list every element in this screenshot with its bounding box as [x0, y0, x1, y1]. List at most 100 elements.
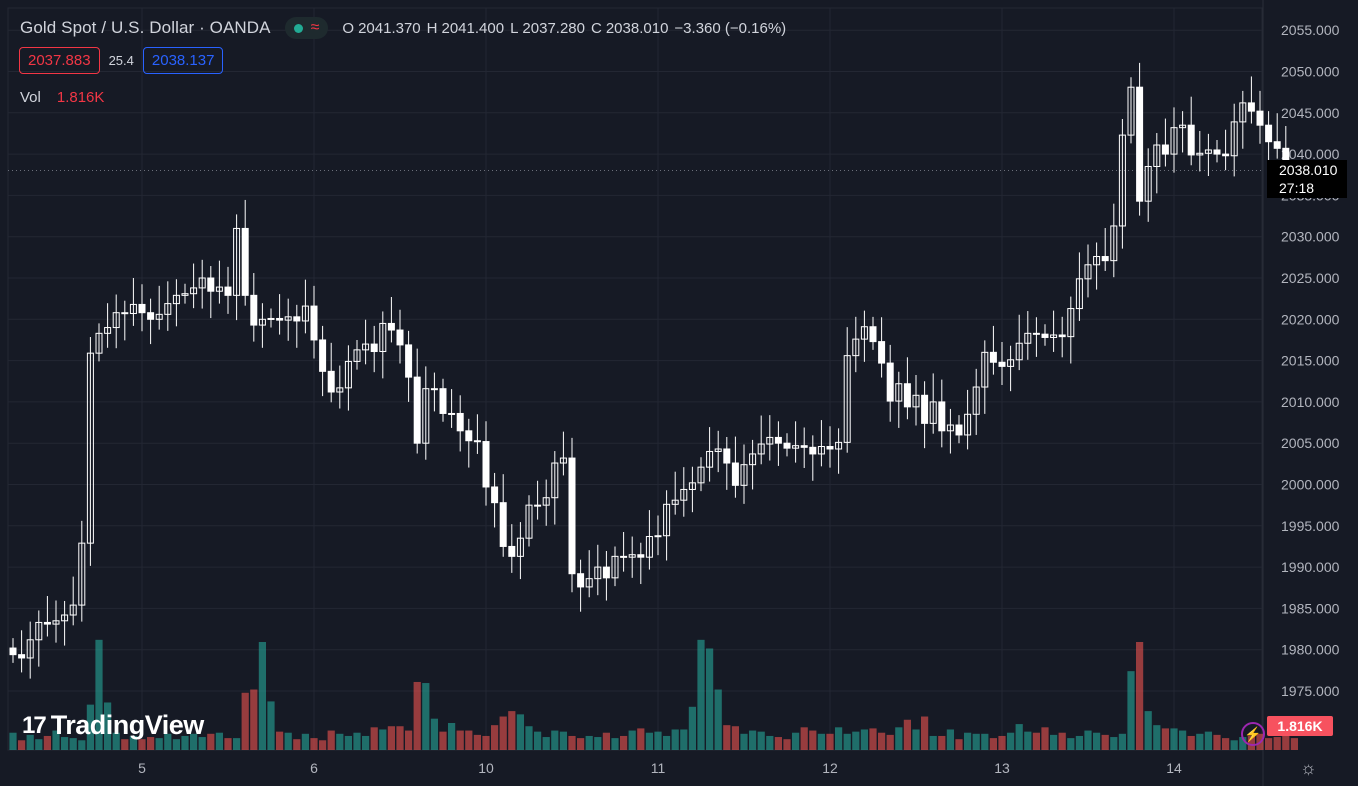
y-tick-label: 2015.000	[1281, 353, 1340, 369]
volume-bar	[998, 735, 1006, 750]
candle-body	[1110, 225, 1118, 262]
y-tick-label: 1995.000	[1281, 518, 1340, 534]
change-value: −3.360 (−0.16%)	[674, 19, 787, 37]
volume-value: 1.816K	[56, 89, 105, 106]
y-tick-label: 2030.000	[1281, 229, 1340, 245]
lightning-icon[interactable]: ⚡	[1241, 722, 1265, 746]
last-price-tag: 2038.010 27:18	[1267, 160, 1347, 198]
candle-body	[224, 286, 232, 296]
bid-button[interactable]: 2037.883	[19, 47, 100, 74]
y-tick-label: 2040.000	[1281, 146, 1340, 162]
symbol-title[interactable]: Gold Spot / U.S. Dollar · OANDA	[20, 18, 271, 37]
volume-bar	[1187, 735, 1195, 750]
volume-bar	[78, 740, 86, 750]
candle-body	[637, 554, 645, 558]
candle-body	[1230, 121, 1238, 157]
volume-bar	[757, 731, 765, 750]
volume-bar	[207, 733, 215, 750]
volume-bar	[396, 726, 404, 750]
high-value: 2041.400	[441, 19, 505, 37]
candle-body	[1196, 152, 1204, 156]
candle-body	[1015, 342, 1023, 361]
candle-body	[336, 387, 344, 393]
candle-body	[233, 227, 241, 296]
volume-bar	[1179, 730, 1187, 750]
volume-bar	[1127, 671, 1135, 750]
candle-body	[680, 488, 688, 501]
volume-bar	[379, 729, 387, 750]
volume-bar	[929, 735, 937, 750]
last-price-value: 2038.010	[1279, 162, 1338, 178]
market-status-pill[interactable]: ≈	[284, 17, 329, 39]
volume-bar	[155, 738, 163, 750]
gear-icon[interactable]: ☼	[1300, 758, 1317, 778]
volume-bar	[250, 689, 258, 750]
volume-bar	[860, 729, 868, 750]
volume-bar	[826, 733, 834, 750]
volume-bar	[964, 732, 972, 750]
volume-bar	[1196, 733, 1204, 750]
candle-body	[1101, 256, 1109, 262]
candle-body	[258, 318, 266, 326]
candle-body	[860, 326, 868, 340]
volume-label: Vol	[20, 89, 41, 106]
candle-body	[198, 277, 206, 289]
candle-body	[413, 376, 421, 444]
x-tick-label: 6	[310, 760, 318, 776]
volume-bar	[1161, 728, 1169, 750]
volume-bar	[628, 730, 636, 750]
volume-bar	[215, 732, 223, 750]
candle-body	[525, 504, 533, 539]
y-tick-label: 2000.000	[1281, 477, 1340, 493]
candle-body	[878, 341, 886, 364]
candle-body	[594, 566, 602, 580]
volume-bar	[594, 737, 602, 750]
candle-body	[1170, 127, 1178, 155]
candle-body	[439, 388, 447, 414]
volume-bar	[895, 727, 903, 750]
volume-bar	[1222, 738, 1230, 750]
volume-bar	[706, 648, 714, 750]
candle-body	[654, 535, 662, 538]
ask-button[interactable]: 2038.137	[142, 47, 224, 74]
candle-body	[43, 621, 51, 625]
candle-body	[757, 443, 765, 455]
volume-bar	[52, 730, 60, 750]
volume-legend[interactable]: Vol 1.816K	[20, 89, 104, 106]
candle-body	[1239, 102, 1247, 123]
volume-bar	[190, 733, 198, 750]
candle-body	[499, 502, 507, 547]
volume-bar	[1093, 732, 1101, 750]
plot-area	[7, 7, 1263, 751]
candle-body	[104, 327, 112, 334]
volume-bar	[1041, 727, 1049, 750]
volume-bar	[697, 639, 705, 750]
candle-body	[946, 424, 954, 432]
volume-bar	[104, 702, 112, 750]
y-tick-label: 2045.000	[1281, 105, 1340, 121]
volume-bar	[473, 734, 481, 750]
volume-bar	[903, 719, 911, 750]
chart-header: Gold Spot / U.S. Dollar · OANDA ≈ O 2041.…	[20, 17, 788, 39]
candle-body	[559, 457, 567, 464]
volume-bar	[878, 732, 886, 750]
candle-body	[86, 352, 94, 544]
volume-bar	[774, 737, 782, 750]
volume-bar	[344, 735, 352, 750]
x-tick-label: 5	[138, 760, 146, 776]
tradingview-logo[interactable]: 17 TradingView	[22, 710, 204, 741]
x-tick-label: 13	[994, 760, 1010, 776]
candle-body	[534, 504, 542, 507]
volume-bar	[731, 726, 739, 750]
candle-body	[843, 355, 851, 443]
wave-icon: ≈	[310, 19, 320, 36]
volume-bar	[1101, 734, 1109, 750]
candle-body	[1118, 134, 1126, 227]
volume-bar	[551, 730, 559, 750]
volume-bar	[233, 738, 241, 750]
candle-body	[645, 536, 653, 558]
volume-bar	[61, 737, 69, 750]
volume-bar	[1110, 737, 1118, 750]
candle-body	[362, 343, 370, 351]
